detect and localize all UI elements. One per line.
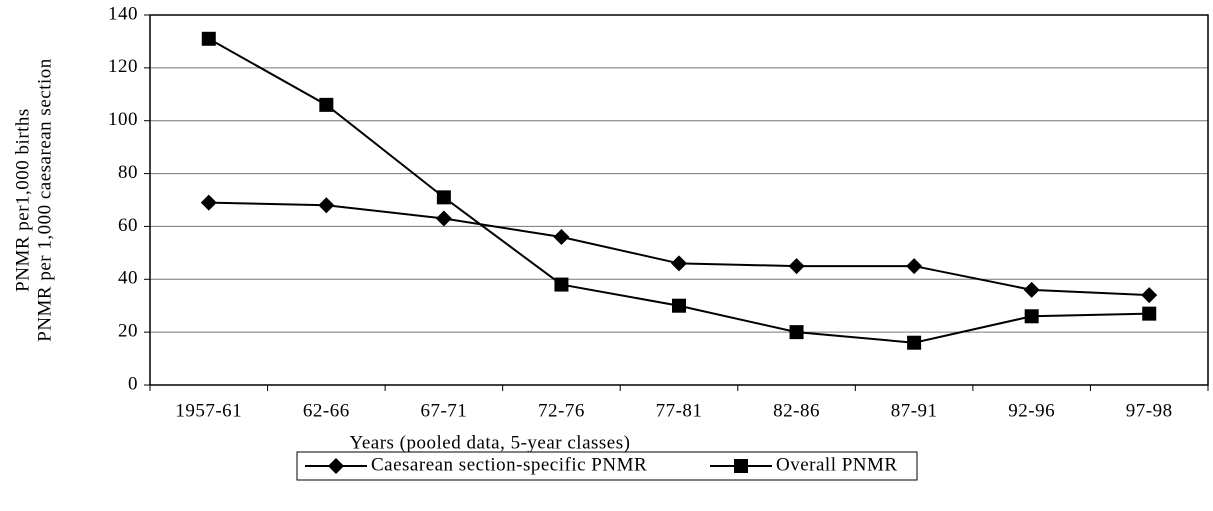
data-point [671, 255, 687, 272]
data-point [319, 97, 334, 112]
x-tick-label: 72-76 [538, 400, 585, 421]
data-point [1024, 309, 1039, 324]
x-tick-label: 87-91 [891, 400, 938, 421]
x-tick-label: 92-96 [1008, 400, 1055, 421]
x-tick-label: 82-86 [773, 400, 820, 421]
data-point [200, 194, 217, 211]
data-point [906, 258, 923, 275]
data-point [318, 197, 335, 214]
data-point [672, 298, 686, 313]
legend-marker [734, 459, 748, 473]
y-tick-label: 100 [108, 109, 138, 130]
series-line [208, 201, 1150, 297]
data-point [1023, 281, 1040, 298]
legend-marker [328, 458, 344, 474]
x-tick-label: 62-66 [303, 400, 350, 421]
y-tick-label: 60 [118, 215, 138, 236]
x-tick-label: 97-98 [1126, 400, 1173, 421]
y-axis-title: PNMR per 1,000 caesarean section [34, 58, 55, 342]
y-tick-label: 80 [118, 162, 138, 183]
data-point [1141, 287, 1158, 304]
data-point [201, 31, 216, 46]
data-point [789, 325, 804, 340]
y-tick-label: 20 [118, 321, 138, 342]
legend-label: Overall PNMR [776, 454, 898, 475]
data-point [788, 258, 805, 275]
x-axis-title: Years (pooled data, 5-year classes) [350, 432, 631, 453]
y-tick-label: 140 [108, 3, 138, 24]
y-axis-title: PNMR per1,000 births [12, 108, 33, 292]
x-tick-label: 1957-61 [175, 400, 242, 421]
data-point [1142, 306, 1157, 321]
x-tick-label: 67-71 [420, 400, 467, 421]
x-tick-label: 77-81 [656, 400, 703, 421]
legend-label: Caesarean section-specific PNMR [371, 454, 647, 475]
legend-box [296, 451, 918, 481]
data-point [435, 210, 452, 227]
y-tick-label: 40 [118, 268, 138, 289]
y-tick-label: 120 [108, 56, 138, 77]
plot-frame [149, 14, 1209, 386]
y-tick-label: 0 [128, 373, 138, 394]
series-line [208, 37, 1150, 344]
data-point [436, 190, 451, 205]
data-point [553, 229, 570, 245]
data-point [907, 335, 922, 350]
data-point [554, 277, 569, 292]
